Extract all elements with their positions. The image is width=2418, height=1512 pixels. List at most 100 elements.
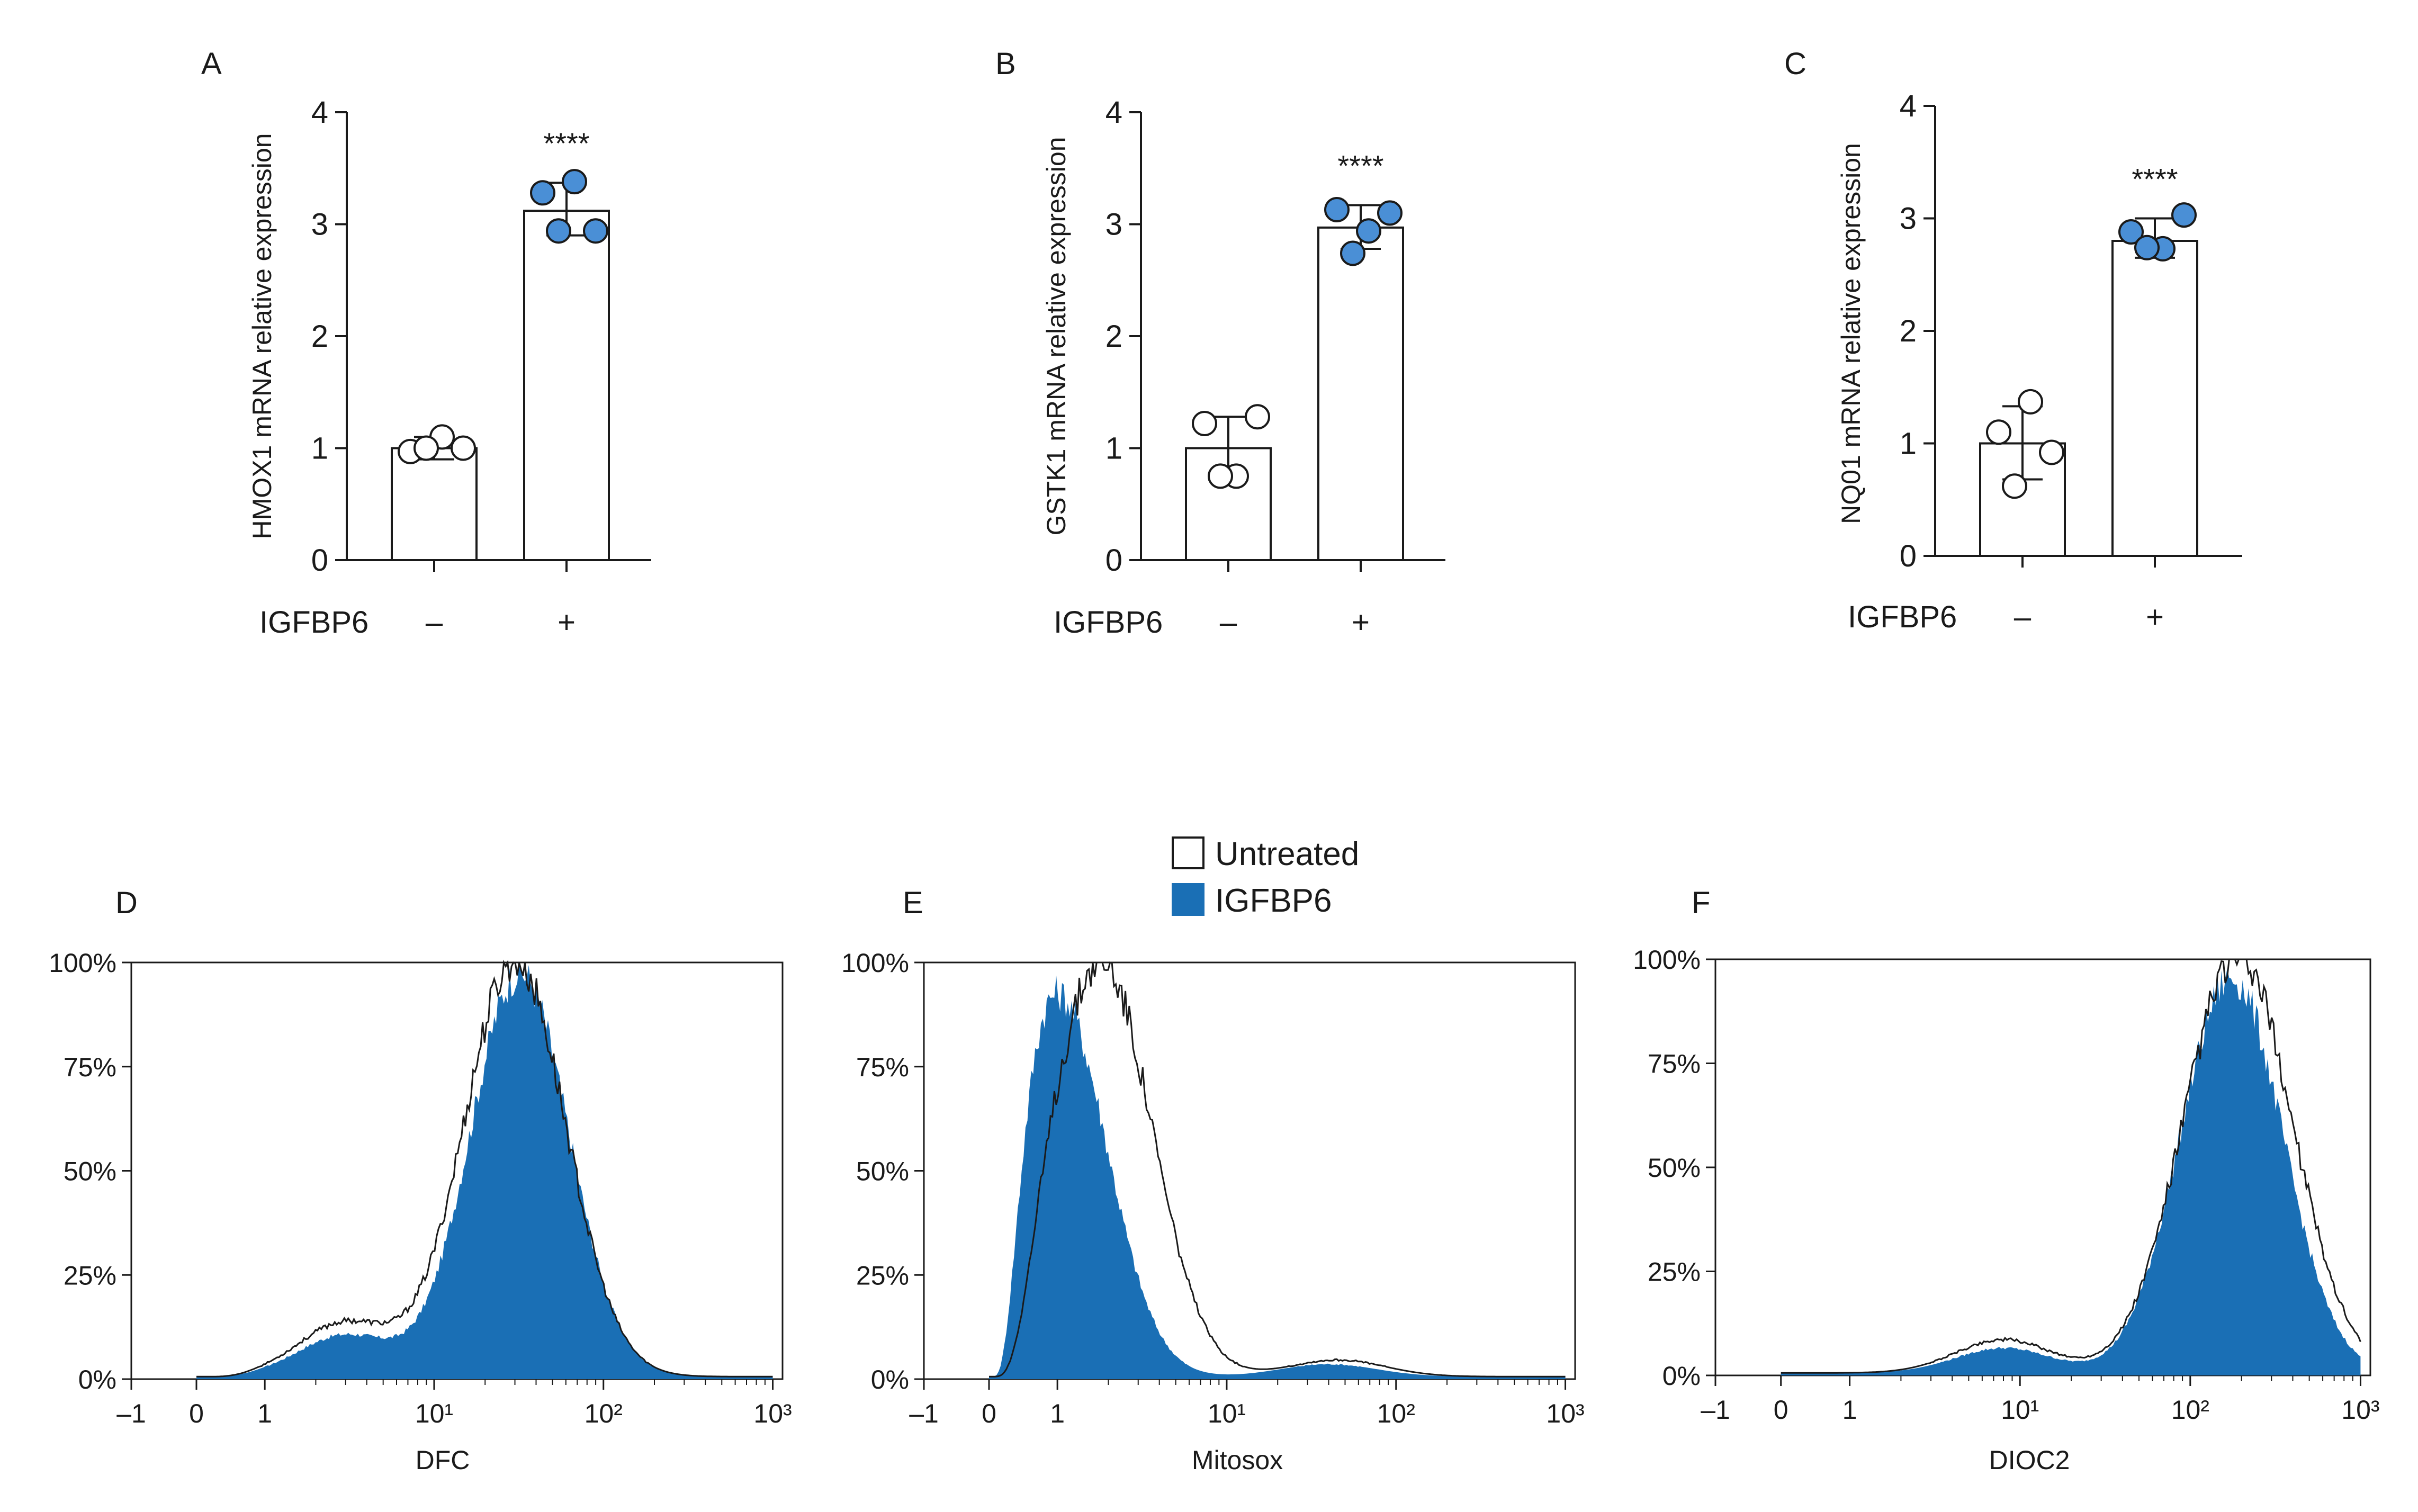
y-tick-label: 1 (311, 431, 328, 466)
x-tick-label: 0 (189, 1399, 204, 1428)
data-point (2018, 389, 2043, 415)
panel-letter: A (201, 47, 222, 81)
y-tick-label: 1 (1900, 427, 1917, 461)
series-line-untreated (196, 959, 773, 1378)
panel-d: D DFC 0% 25% 50% 75% 100% –1 0 1 10¹ 10² 10³ (49, 886, 792, 1475)
x-axis-label: Mitosox (1192, 1445, 1283, 1475)
group-label: IGFBP6 (1848, 600, 1957, 634)
y-tick-label: 0 (1900, 539, 1917, 573)
significance-label: **** (1337, 149, 1383, 183)
legend-swatch-igfbp6 (1172, 883, 1204, 916)
bar-plot: 0 1 2 3 4 – + **** (1900, 89, 2242, 634)
y-tick-label: 2 (1900, 314, 1917, 348)
histogram-plot: 0% 25% 50% 75% 100% –1 0 1 10¹ 10² 10³ (841, 948, 1585, 1428)
panel-b: B GSTK1 mRNA relative expression IGFBP6 … (995, 47, 1445, 640)
panel-f: F DIOC2 0% 25% 50% 75% 100% –1 0 1 10¹ 10² 10³ (1633, 886, 2379, 1475)
data-point (2118, 219, 2144, 245)
series-line-untreated (1781, 958, 2361, 1374)
y-tick-label: 0% (1662, 1361, 1701, 1391)
y-tick-label: 0 (311, 543, 328, 578)
legend-label-untreated: Untreated (1215, 836, 1359, 872)
bar (1317, 226, 1404, 562)
x-tick-label: 10² (2171, 1395, 2209, 1425)
y-axis-label: HMOX1 mRNA relative expression (247, 133, 277, 539)
data-point (1377, 200, 1403, 226)
data-point (1986, 419, 2011, 445)
y-tick-label: 3 (1105, 208, 1122, 242)
x-axis-label: DFC (416, 1445, 470, 1475)
x-tick-label: 10³ (2341, 1395, 2379, 1425)
histogram-plot: 0% 25% 50% 75% 100% –1 0 1 10¹ 10² 10³ (1633, 945, 2379, 1425)
y-tick-label: 50% (856, 1157, 909, 1186)
panel-a: A HMOX1 mRNA relative expression IGFBP6 … (201, 47, 651, 640)
category-label: + (1352, 605, 1370, 640)
data-point (546, 218, 571, 244)
y-tick-label: 75% (1648, 1049, 1701, 1079)
y-tick-label: 2 (1105, 319, 1122, 354)
data-point (583, 218, 608, 244)
y-tick-label: 75% (856, 1052, 909, 1082)
x-tick-label: 10² (585, 1399, 623, 1428)
x-tick-label: 1 (1842, 1395, 1857, 1425)
y-tick-label: 50% (64, 1157, 116, 1186)
x-tick-label: 10¹ (415, 1399, 453, 1428)
y-tick-label: 4 (1900, 89, 1917, 123)
data-point (451, 435, 476, 461)
bar (2111, 240, 2198, 557)
category-label: – (426, 605, 443, 640)
panel-e: E Mitosox 0% 25% 50% 75% 100% –1 0 1 10¹ 10² 10³ (841, 886, 1585, 1475)
bar (523, 210, 610, 561)
x-tick-label: 10³ (753, 1399, 792, 1428)
data-point (2039, 439, 2064, 465)
x-tick-label: –1 (1701, 1395, 1730, 1425)
category-label: – (2014, 600, 2032, 634)
x-tick-label: 10³ (1546, 1399, 1584, 1428)
y-tick-label: 25% (856, 1261, 909, 1290)
data-point (1340, 240, 1365, 266)
y-tick-label: 25% (64, 1261, 116, 1290)
histogram-plot: 0% 25% 50% 75% 100% –1 0 1 10¹ 10² 10³ (49, 948, 792, 1428)
significance-label: **** (2132, 163, 2178, 196)
group-label: IGFBP6 (1054, 605, 1163, 640)
y-axis-label: GSTK1 mRNA relative expression (1041, 137, 1071, 535)
data-point (1356, 218, 1381, 244)
data-point (1208, 463, 1233, 489)
category-label: – (1220, 605, 1237, 640)
x-tick-label: 10¹ (1208, 1399, 1246, 1428)
category-label: + (558, 605, 576, 640)
series-area-igfbp6 (196, 962, 773, 1379)
y-tick-label: 100% (841, 948, 909, 978)
bar-plot: 0 1 2 3 4 – + **** (1105, 95, 1445, 640)
y-tick-label: 0% (78, 1365, 116, 1394)
series-line-untreated (989, 961, 1566, 1378)
series-area-igfbp6 (1781, 968, 2361, 1375)
x-axis-label: DIOC2 (1989, 1445, 2070, 1475)
data-point (2171, 202, 2197, 228)
bar (391, 447, 478, 561)
y-tick-label: 50% (1648, 1153, 1701, 1183)
panel-letter: E (903, 886, 923, 920)
data-point (562, 169, 587, 195)
x-tick-label: –1 (909, 1399, 939, 1428)
bar-plot: 0 1 2 3 4 – + **** (311, 95, 651, 640)
x-tick-label: 1 (1050, 1399, 1065, 1428)
legend: Untreated IGFBP6 (1172, 836, 1359, 919)
x-tick-label: 0 (982, 1399, 996, 1428)
panel-letter: C (1784, 47, 1806, 81)
y-tick-label: 4 (311, 95, 328, 130)
y-tick-label: 0% (871, 1365, 909, 1394)
y-tick-label: 1 (1105, 431, 1122, 466)
x-tick-label: 0 (1774, 1395, 1788, 1425)
significance-label: **** (543, 127, 589, 160)
data-point (1192, 410, 1217, 436)
x-tick-label: 10² (1377, 1399, 1415, 1428)
x-tick-label: 1 (257, 1399, 272, 1428)
y-tick-label: 3 (1900, 202, 1917, 236)
y-tick-label: 4 (1105, 95, 1122, 130)
y-tick-label: 2 (311, 319, 328, 354)
data-point (2002, 473, 2027, 499)
legend-swatch-untreated (1172, 836, 1204, 869)
y-tick-label: 25% (1648, 1257, 1701, 1287)
series-area-igfbp6 (989, 975, 1566, 1379)
